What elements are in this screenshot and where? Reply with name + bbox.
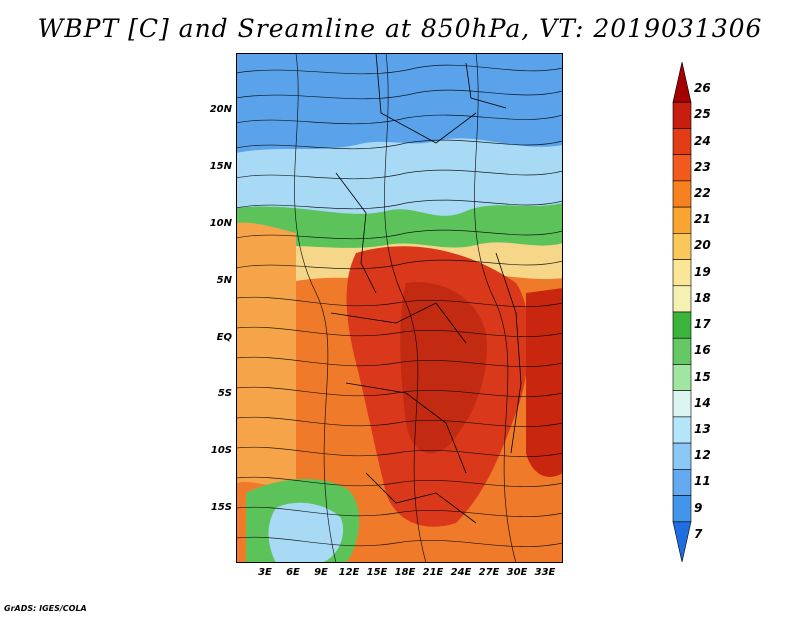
colorbar xyxy=(672,62,692,562)
colorbar-label: 18 xyxy=(694,290,711,305)
colorbar-label: 23 xyxy=(694,159,711,174)
colorbar-segment xyxy=(672,233,692,260)
field-cold-north xyxy=(236,53,563,158)
field-hot-core xyxy=(400,282,487,454)
lat-label: 5S xyxy=(217,388,232,399)
lat-label: 10S xyxy=(210,445,232,456)
field-east-hot xyxy=(526,288,563,477)
colorbar-label: 12 xyxy=(694,448,711,463)
colorbar-label: 13 xyxy=(694,422,711,436)
colorbar-label: 22 xyxy=(694,186,711,200)
colorbar-label: 19 xyxy=(694,264,711,279)
lat-label: 5N xyxy=(216,275,232,286)
wbpt-streamline-map xyxy=(236,53,563,563)
colorbar-segment xyxy=(672,337,692,365)
colorbar-label: 25 xyxy=(694,107,711,122)
country-borders xyxy=(330,53,522,524)
colorbar-segment xyxy=(672,206,692,234)
lon-label: 33E xyxy=(534,567,556,578)
colorbar-segment xyxy=(672,495,692,523)
field-cool-north xyxy=(236,138,563,218)
lon-label: 24E xyxy=(450,567,472,578)
lon-label: 27E xyxy=(478,567,500,578)
colorbar-segment xyxy=(672,442,692,470)
colorbar-label: 15 xyxy=(694,369,711,384)
colorbar-label: 20 xyxy=(694,238,711,253)
lon-label: 21E xyxy=(422,567,444,578)
lon-label: 9E xyxy=(314,567,328,578)
colorbar-segment xyxy=(672,180,692,208)
colorbar-segment xyxy=(672,469,692,496)
colorbar-segment xyxy=(672,311,692,339)
colorbar-segment xyxy=(672,285,692,313)
lat-label: 10N xyxy=(209,218,232,229)
lon-label: 3E xyxy=(258,567,272,578)
lat-label: 20N xyxy=(209,104,232,115)
colorbar-segment xyxy=(672,62,692,103)
colorbar-label: 17 xyxy=(694,317,711,332)
colorbar-label: 16 xyxy=(694,343,711,358)
colorbar-label: 11 xyxy=(694,474,711,489)
colorbar-label: 7 xyxy=(694,526,703,541)
lon-label: 12E xyxy=(338,567,360,578)
colorbar-segment xyxy=(672,154,692,182)
lon-label: 6E xyxy=(286,567,300,578)
colorbar-segment xyxy=(672,101,692,129)
colorbar-segment xyxy=(672,390,692,418)
colorbar-label: 14 xyxy=(694,395,711,410)
colorbar-label: 24 xyxy=(694,133,711,148)
colorbar-segment xyxy=(672,128,692,155)
lat-label: EQ xyxy=(216,332,232,343)
field-green-band xyxy=(236,203,563,253)
map-frame xyxy=(236,53,563,563)
lon-label: 18E xyxy=(394,567,416,578)
colorbar-segment xyxy=(672,364,692,391)
lat-label: 15S xyxy=(210,502,232,513)
credit: GrADS: IGES/COLA xyxy=(4,604,87,613)
colorbar-label: 9 xyxy=(694,500,703,515)
lon-label: 15E xyxy=(366,567,388,578)
colorbar-label: 21 xyxy=(694,212,711,227)
colorbar-segment xyxy=(672,521,692,562)
field-southeast-warm xyxy=(474,488,563,563)
field-west-warm xyxy=(236,222,296,487)
colorbar-label: 26 xyxy=(694,81,711,96)
colorbar-segment xyxy=(672,416,692,444)
streamlines xyxy=(236,53,563,563)
chart-title: WBPT [C] and Sreamline at 850hPa, VT: 20… xyxy=(37,14,763,43)
lat-label: 15N xyxy=(209,161,232,172)
colorbar-segment xyxy=(672,259,692,287)
field-southwest-cold xyxy=(268,502,344,563)
lon-label: 30E xyxy=(506,567,528,578)
